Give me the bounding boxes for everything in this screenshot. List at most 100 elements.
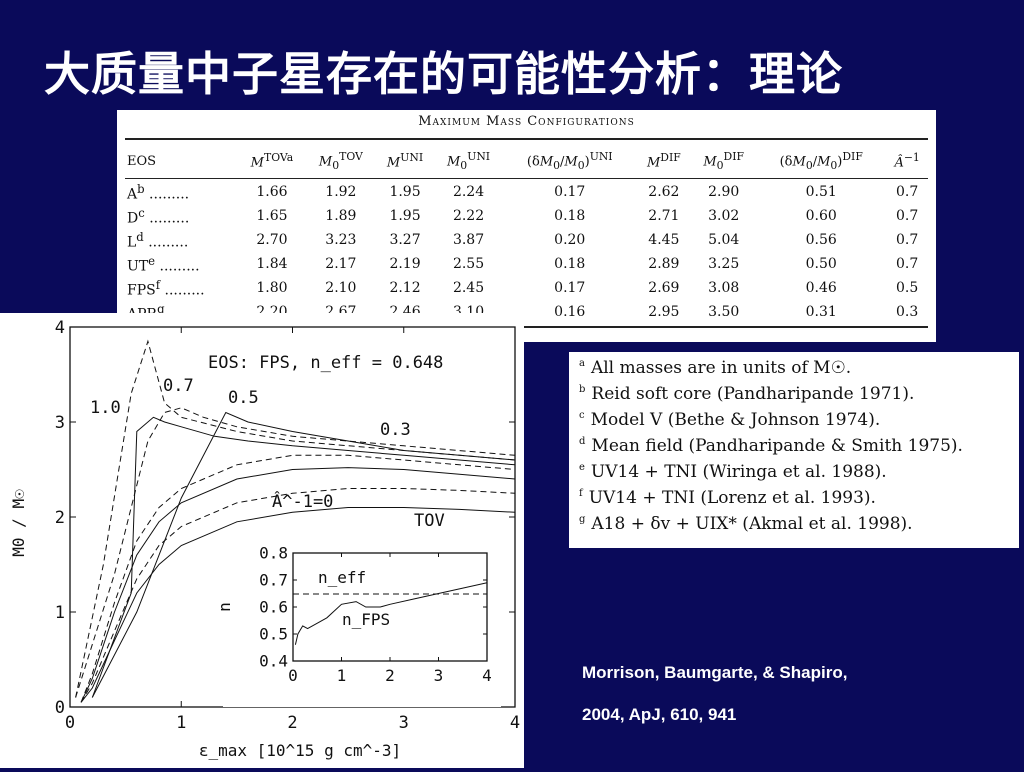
y-tick-label: 0.4 <box>259 652 288 671</box>
y-tick-label: 2 <box>55 508 65 528</box>
table-cell: 0.18 <box>554 208 586 224</box>
table-header-cell: MUNI <box>386 151 424 171</box>
footnote-text: UV14 + TNI (Wiringa et al. 1988). <box>590 462 887 482</box>
table-cell: 0.16 <box>554 304 586 320</box>
x-tick-label: 0 <box>288 666 298 685</box>
footnote-item: e UV14 + TNI (Wiringa et al. 1988). <box>579 462 1019 488</box>
x-axis-label: ε_max [10^15 g cm^-3] <box>199 741 401 760</box>
y-tick-label: 0.8 <box>259 544 288 563</box>
x-tick-label: 4 <box>510 713 520 733</box>
table-cell: 2.55 <box>452 256 485 272</box>
table-cell: 0.46 <box>805 280 837 296</box>
curve-label: Â^-1=0 <box>272 490 333 512</box>
table-caption: Maximum Mass Configurations <box>418 114 635 129</box>
eos-footnote-mark: f <box>155 277 161 292</box>
curve-label: 0.5 <box>228 388 259 408</box>
footnote-item: c Model V (Bethe & Johnson 1974). <box>579 410 1019 436</box>
y-axis-label: M0 / M☉ <box>9 489 28 557</box>
eos-name-cell: FPSf ......... <box>125 276 238 300</box>
eos-name: D <box>127 210 139 227</box>
curve-label: 0.3 <box>380 420 411 440</box>
table-header-cell: M0TOV <box>318 150 363 172</box>
table-header-cell: MDIF <box>646 151 681 171</box>
table-cell: 1.89 <box>325 208 357 224</box>
table-cell: 0.7 <box>895 232 919 248</box>
eos-footnote-mark: g <box>157 301 165 316</box>
table-top-rule <box>125 138 928 140</box>
table-cell: 0.7 <box>895 208 919 224</box>
eos-name-cell: Ab ......... <box>125 180 238 204</box>
table-header-cell: M0DIF <box>703 150 745 172</box>
curve-label: 1.0 <box>90 398 121 418</box>
series-line <box>75 339 516 698</box>
eos-name-cell: Ld ......... <box>125 228 238 252</box>
table-row: Ab ......... 1.66 1.92 1.95 2.24 0.17 2.62 2.90… <box>125 180 928 204</box>
citation-line-1: Morrison, Baumgarte, & Shapiro, <box>582 663 848 682</box>
eos-name-cell: UTe ......... <box>125 252 238 276</box>
x-tick-label: 1 <box>337 666 347 685</box>
footnote-item: d Mean field (Pandharipande & Smith 1975)… <box>579 436 1019 462</box>
footnote-text: All masses are in units of M☉. <box>590 358 852 378</box>
curve-label: 0.7 <box>163 376 194 396</box>
table-header-cell: M0UNI <box>446 150 491 172</box>
table-cell: 3.25 <box>708 256 740 272</box>
table-cell: 3.23 <box>325 232 357 248</box>
table-cell: 2.24 <box>452 184 485 200</box>
table-row: UTe ......... 1.84 2.17 2.19 2.55 0.18 2.89 3.2… <box>125 252 928 276</box>
table-header-row: EOS MTOVa M0TOV MUNI M0UNI (δM0/M0)UNI MDIF M0D… <box>125 142 928 180</box>
leader-dots: ......... <box>160 282 205 299</box>
table-header-cell: (δM0/M0)UNI <box>526 150 613 172</box>
table-body: Ab ......... 1.66 1.92 1.95 2.24 0.17 2.62 2.90… <box>125 180 928 324</box>
series-line <box>294 582 488 645</box>
footnote-item: f UV14 + TNI (Lorenz et al. 1993). <box>579 488 1019 514</box>
footnote-item: a All masses are in units of M☉. <box>579 358 1019 384</box>
table-cell: 2.45 <box>452 280 485 296</box>
footnote-mark: e <box>579 462 585 474</box>
y-tick-label: 0.7 <box>259 571 288 590</box>
table-cell: 3.27 <box>389 232 421 248</box>
series-line <box>91 416 516 698</box>
table-cell: 0.51 <box>805 184 837 200</box>
eos-footnote-mark: c <box>138 205 145 220</box>
footnote-text: Reid soft core (Pandharipande 1971). <box>591 384 915 404</box>
table-cell: 1.66 <box>256 184 288 200</box>
table-cell: 2.22 <box>452 208 485 224</box>
footnotes-list: a All masses are in units of M☉. b Reid sof… <box>569 352 1019 540</box>
table-cell: 1.65 <box>256 208 288 224</box>
citation: Morrison, Baumgarte, & Shapiro, 2004, Ap… <box>582 652 847 736</box>
table-cell: 1.92 <box>325 184 357 200</box>
table-cell: 0.17 <box>554 184 586 200</box>
table-cell: 2.89 <box>648 256 680 272</box>
y-tick-label: 3 <box>55 413 65 433</box>
y-tick-label: 1 <box>55 603 65 623</box>
leader-dots: ......... <box>155 258 200 275</box>
footnote-mark: b <box>579 384 586 396</box>
table-cell: 0.17 <box>554 280 586 296</box>
table-cell: 2.10 <box>325 280 357 296</box>
citation-line-2: 2004, ApJ, 610, 941 <box>582 705 737 724</box>
max-mass-table-panel: Maximum Mass Configurations EOS MTOVa M0TO… <box>117 110 936 342</box>
table-row: Dc ......... 1.65 1.89 1.95 2.22 0.18 2.71 3.02… <box>125 204 928 228</box>
footnote-mark: g <box>579 514 586 526</box>
y-tick-label: 4 <box>55 318 65 338</box>
footnote-mark: f <box>579 488 583 500</box>
table-cell: 2.69 <box>648 280 680 296</box>
eos-name: A <box>127 186 138 203</box>
table-row: Ld ......... 2.70 3.23 3.27 3.87 0.20 4.45 5.04… <box>125 228 928 252</box>
table-cell: 2.70 <box>256 232 288 248</box>
table-header-cell: EOS <box>127 153 157 169</box>
table-cell: 2.17 <box>325 256 357 272</box>
table-bottom-rule <box>125 326 928 328</box>
table-cell: 4.45 <box>648 232 680 248</box>
table-cell: 0.50 <box>805 256 837 272</box>
table-header-rule <box>125 178 928 179</box>
table-cell: 0.31 <box>805 304 837 320</box>
eos-footnote-mark: d <box>136 229 144 244</box>
table-row: FPSf ......... 1.80 2.10 2.12 2.45 0.17 2.69 3.… <box>125 276 928 300</box>
eos-name-cell: Dc ......... <box>125 204 238 228</box>
footnote-text: Mean field (Pandharipande & Smith 1975). <box>591 436 963 456</box>
series-line <box>91 411 516 698</box>
table-cell: 3.02 <box>708 208 740 224</box>
table-cell: 0.3 <box>895 304 919 320</box>
series-line <box>80 467 516 703</box>
